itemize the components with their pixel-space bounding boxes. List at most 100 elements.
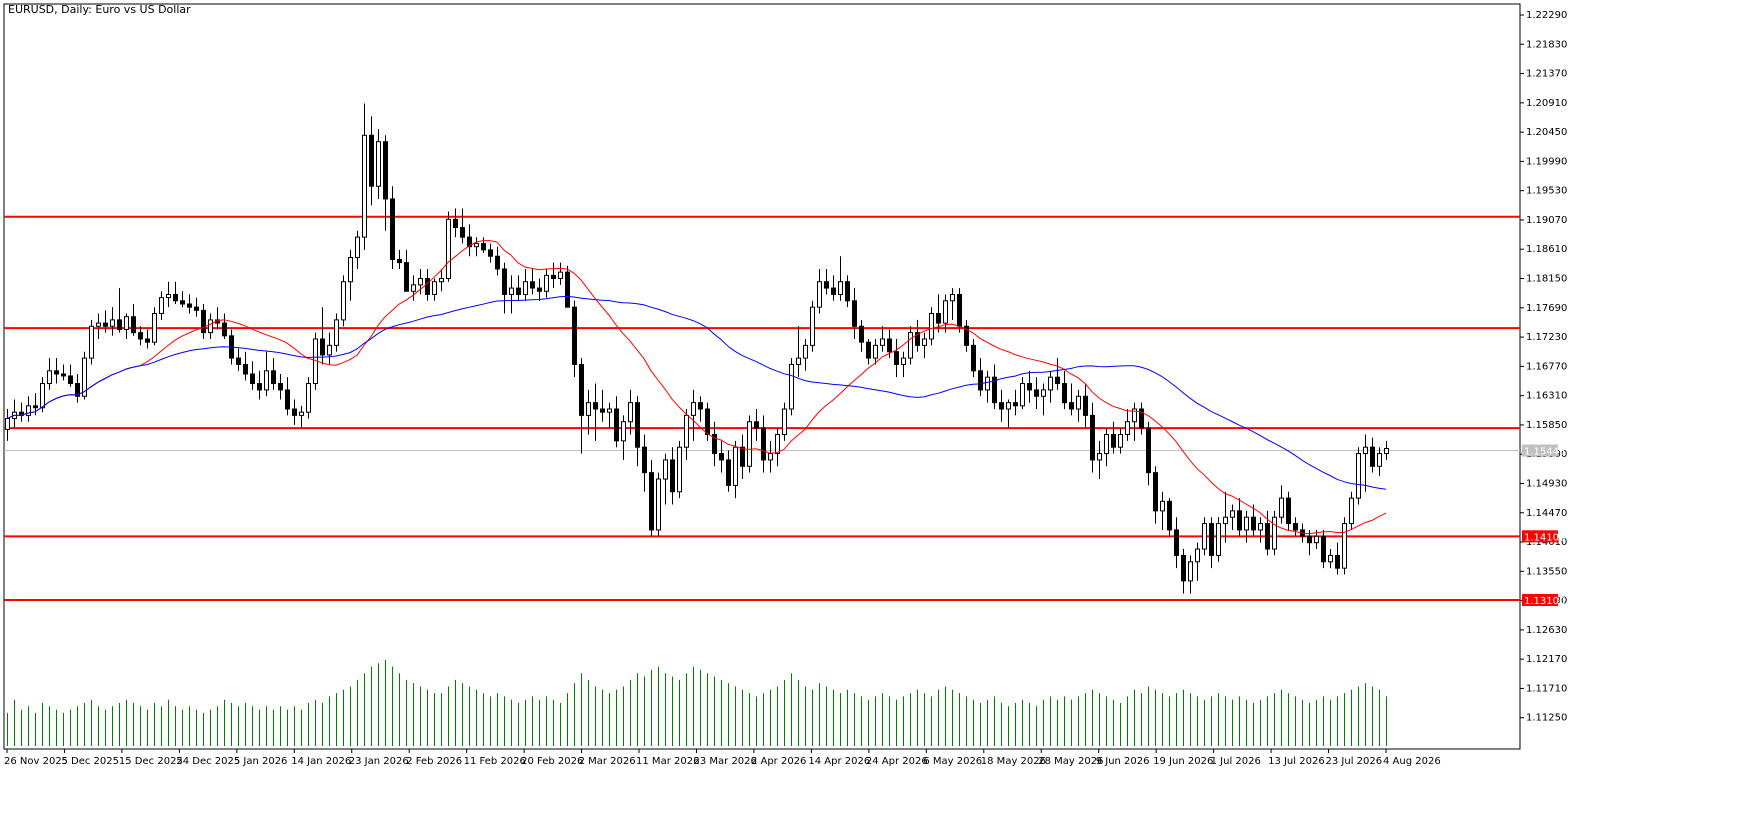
candle-up [1048, 376, 1053, 391]
candle-up [586, 402, 591, 416]
candle-down [1370, 446, 1375, 467]
candle-down [992, 376, 997, 404]
candle-down [467, 236, 472, 248]
candle-up [628, 402, 633, 423]
level-price-tag [1522, 593, 1558, 606]
candle-down [1139, 408, 1144, 429]
candle-up [1328, 554, 1333, 563]
price-tick-label: 1.19990 [1526, 156, 1567, 167]
candle-up [1195, 548, 1200, 563]
candle-up [432, 281, 437, 295]
candle-down [257, 383, 262, 391]
candle-up [733, 446, 738, 486]
price-tick-label: 1.22290 [1526, 10, 1567, 21]
candle-up [341, 281, 346, 321]
candle-down [404, 262, 409, 292]
candle-down [866, 341, 871, 359]
candle-up [1160, 500, 1165, 512]
candle-up [691, 402, 696, 416]
candle-up [264, 370, 269, 391]
candle-down [75, 383, 80, 397]
candle-down [1153, 472, 1158, 512]
candle-down [390, 198, 395, 260]
candle-up [929, 313, 934, 340]
candle-down [103, 322, 108, 327]
candle-up [418, 278, 423, 286]
candle-down [754, 421, 759, 429]
candle-down [271, 370, 276, 385]
candle-up [5, 418, 10, 430]
candle-down [698, 402, 703, 410]
candle-down [887, 338, 892, 353]
price-tick-label: 1.14470 [1526, 508, 1567, 519]
time-tick-label: 20 Feb 2026 [521, 756, 583, 767]
candles[interactable] [5, 103, 1389, 594]
candle-down [740, 446, 745, 467]
candle-down [201, 309, 206, 334]
price-tick-label: 1.14010 [1526, 537, 1567, 548]
ma-slow-line [6, 295, 1387, 490]
candle-down [33, 405, 38, 409]
candle-up [1132, 408, 1137, 423]
price-tick-label: 1.16770 [1526, 361, 1567, 372]
candle-up [1041, 389, 1046, 397]
level-price-tag-label: 1.14100 [1524, 532, 1565, 543]
candle-down [516, 287, 521, 295]
candle-down [285, 389, 290, 410]
candle-down [579, 363, 584, 416]
candle-up [1272, 516, 1277, 550]
candle-up [89, 325, 94, 359]
candle-up [1384, 447, 1389, 455]
candle-down [1167, 500, 1172, 531]
candle-down [999, 402, 1004, 410]
candle-down [1293, 523, 1298, 531]
candle-down [1027, 383, 1032, 391]
price-tick-label: 1.11250 [1526, 713, 1567, 724]
price-axis[interactable]: 1.22290 1.21830 1.21370 1.20910 1.20450 1.199… [1520, 10, 1567, 724]
candle-down [978, 370, 983, 391]
candle-up [446, 218, 451, 280]
candle-down [537, 287, 542, 292]
time-tick-label: 14 Jan 2026 [291, 756, 351, 767]
candle-down [1174, 529, 1179, 556]
candle-down [460, 227, 465, 238]
candle-down [145, 338, 150, 343]
candle-up [1118, 433, 1123, 448]
candle-down [761, 427, 766, 461]
candle-up [1244, 516, 1249, 531]
candle-down [1090, 414, 1095, 461]
candle-up [1363, 446, 1368, 455]
horizontal-levels [4, 215, 1520, 601]
time-tick-label: 6 May 2026 [923, 756, 982, 767]
candle-up [747, 421, 752, 467]
candle-down [1013, 402, 1018, 407]
candle-up [96, 322, 101, 327]
candle-up [306, 383, 311, 413]
candle-down [173, 293, 178, 302]
candle-down [530, 281, 535, 289]
candle-down [1083, 395, 1088, 416]
candle-down [1055, 376, 1060, 385]
candle-down [852, 300, 857, 327]
candle-down [61, 373, 66, 377]
candle-down [397, 258, 402, 264]
candle-down [824, 281, 829, 289]
time-tick-label: 14 Apr 2026 [808, 756, 870, 767]
candle-down [971, 344, 976, 372]
candle-down [117, 319, 122, 330]
time-tick-label: 5 Jan 2026 [234, 756, 288, 767]
price-tick-label: 1.20450 [1526, 127, 1567, 138]
plot-frame [3, 3, 1521, 750]
candle-down [964, 325, 969, 346]
time-tick-label: 1 Jul 2026 [1211, 756, 1261, 767]
price-tick-label: 1.21830 [1526, 39, 1567, 50]
candle-up [1314, 535, 1319, 544]
candle-up [124, 316, 129, 330]
price-tick-label: 1.19070 [1526, 215, 1567, 226]
price-tick-label: 1.17230 [1526, 332, 1567, 343]
time-tick-label: 5 Dec 2025 [61, 756, 119, 767]
candle-up [1202, 523, 1207, 550]
